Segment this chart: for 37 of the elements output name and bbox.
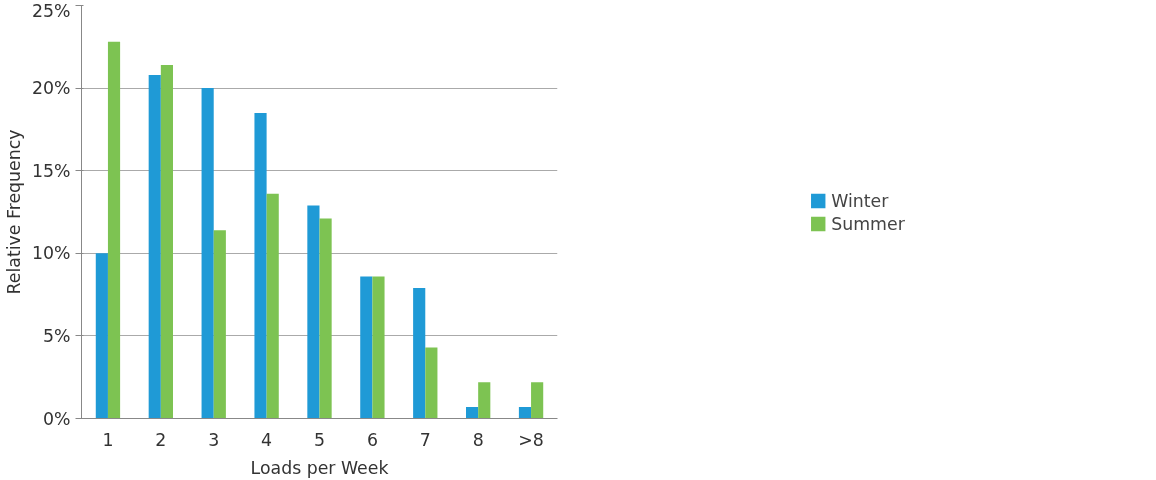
x-tick-label: 1 <box>102 429 114 450</box>
bar <box>360 276 373 419</box>
bar <box>213 230 226 419</box>
y-tick-label: 0% <box>43 408 71 429</box>
x-tick-label: 7 <box>419 429 431 450</box>
legend-label: Winter <box>831 190 889 210</box>
x-tick-label: 3 <box>208 429 220 450</box>
x-tick-label: 4 <box>261 429 273 450</box>
bar <box>425 347 438 419</box>
y-tick-label: 20% <box>31 78 71 99</box>
bar <box>95 253 108 419</box>
bar <box>201 88 214 419</box>
legend-label: Summer <box>831 213 905 233</box>
x-tick-label: 8 <box>472 429 484 450</box>
x-axis-title: Loads per Week <box>250 457 389 478</box>
bar <box>478 382 491 419</box>
bar <box>372 276 385 419</box>
y-tick-label: 15% <box>31 160 71 181</box>
x-tick-label: 2 <box>155 429 167 450</box>
y-tick-label: 5% <box>43 325 71 346</box>
bar <box>413 287 426 419</box>
bar <box>531 382 544 419</box>
x-tick-label: 5 <box>313 429 326 450</box>
bar <box>319 218 332 419</box>
bar <box>466 406 479 419</box>
y-axis-title: Relative Frequency <box>3 129 24 295</box>
bar <box>307 205 320 419</box>
bar <box>254 112 267 419</box>
bar <box>148 74 161 419</box>
y-tick-label: 10% <box>31 243 71 264</box>
bar <box>107 41 121 419</box>
bar <box>518 406 532 419</box>
x-tick-label: >8 <box>518 429 544 450</box>
bar <box>266 193 279 419</box>
x-tick-label: 6 <box>366 429 378 450</box>
bar <box>160 64 173 419</box>
y-tick-label: 25% <box>31 0 71 21</box>
